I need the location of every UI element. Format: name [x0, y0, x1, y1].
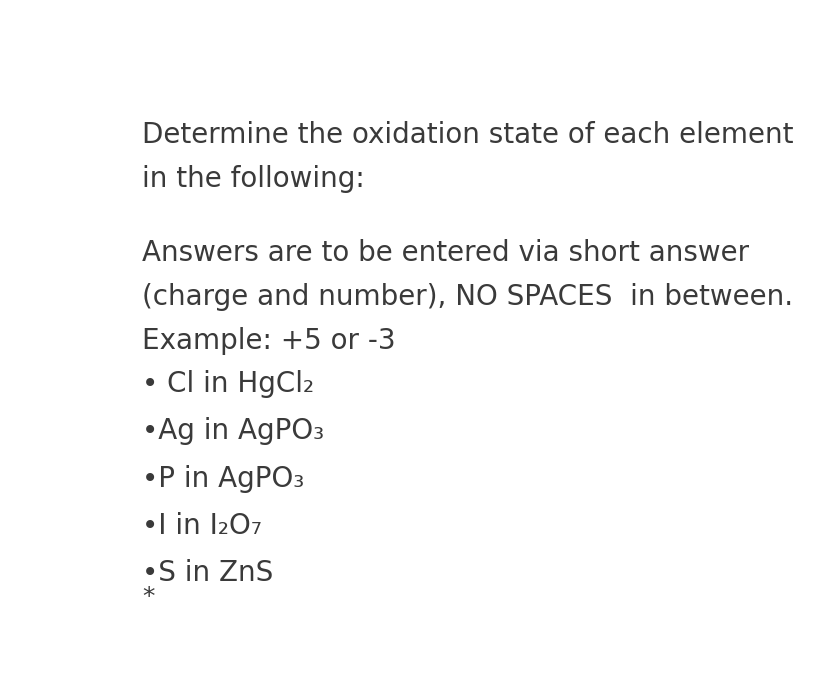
Text: in the following:: in the following:	[142, 165, 365, 193]
Text: *: *	[142, 585, 154, 608]
Text: •S in ZnS: •S in ZnS	[142, 559, 273, 587]
Text: Example: +5 or -3: Example: +5 or -3	[142, 327, 395, 355]
Text: • Cl in HgCl₂: • Cl in HgCl₂	[142, 370, 313, 398]
Text: Answers are to be entered via short answer: Answers are to be entered via short answ…	[142, 239, 748, 267]
Text: (charge and number), NO SPACES  in between.: (charge and number), NO SPACES in betwee…	[142, 283, 792, 311]
Text: •P in AgPO₃: •P in AgPO₃	[142, 464, 304, 493]
Text: Determine the oxidation state of each element: Determine the oxidation state of each el…	[142, 121, 792, 149]
Text: •Ag in AgPO₃: •Ag in AgPO₃	[142, 418, 323, 445]
Text: •I in I₂O₇: •I in I₂O₇	[142, 512, 261, 539]
